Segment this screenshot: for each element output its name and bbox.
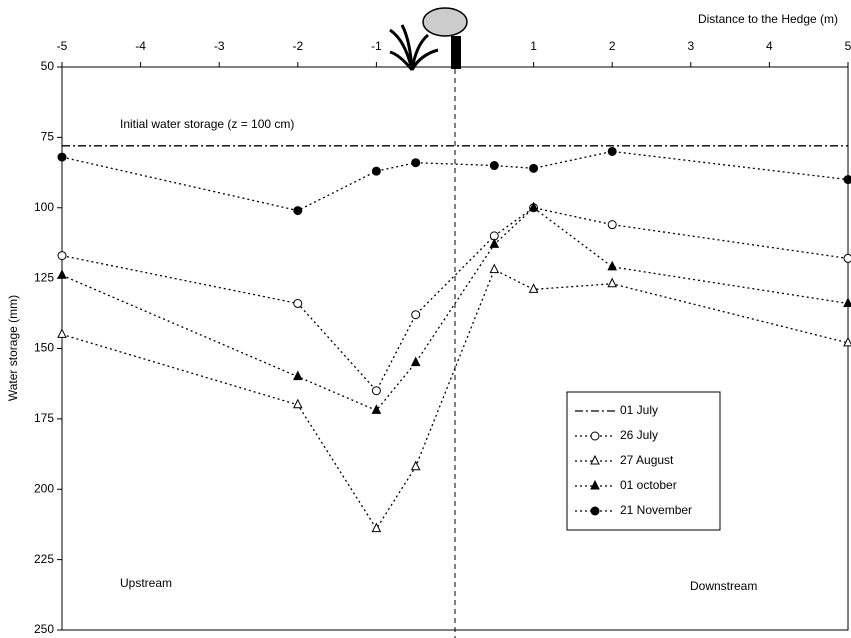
y-tick-label: 125 [34, 270, 54, 284]
page: Distance to the Hedge (m) Water storage … [0, 0, 851, 638]
marker [412, 311, 420, 319]
x-tick-label: -5 [57, 39, 68, 53]
legend-label: 01 July [620, 403, 658, 417]
x-tick-label: 2 [609, 39, 616, 53]
x-tick-label: -4 [135, 39, 146, 53]
series-line [62, 270, 848, 529]
legend-label: 26 July [620, 428, 658, 442]
marker [412, 462, 420, 470]
x-tick-label: 0 [452, 39, 459, 53]
x-tick-label: -2 [292, 39, 303, 53]
legend-label: 01 october [620, 478, 677, 492]
y-tick-label: 250 [34, 622, 54, 636]
marker [58, 153, 66, 161]
y-tick-label: 200 [34, 481, 54, 495]
x-axis-title: Distance to the Hedge (m) [698, 12, 838, 26]
annotation: Initial water storage (z = 100 cm) [120, 117, 294, 131]
legend-label: 21 November [620, 503, 692, 517]
marker [294, 400, 302, 408]
x-tick-label: -3 [214, 39, 225, 53]
marker [490, 162, 498, 170]
y-axis-title: Water storage (mm) [6, 295, 20, 401]
marker [530, 284, 538, 292]
x-tick-label: -1 [371, 39, 382, 53]
y-tick-label: 150 [34, 341, 54, 355]
marker [294, 299, 302, 307]
marker [844, 298, 851, 306]
x-tick-label: 1 [530, 39, 537, 53]
marker [294, 372, 302, 380]
marker [58, 270, 66, 278]
x-tick-label: 5 [845, 39, 851, 53]
x-tick-label: 4 [766, 39, 773, 53]
marker [372, 387, 380, 395]
legend-marker [591, 432, 599, 440]
marker [608, 262, 616, 270]
series-line [62, 208, 848, 411]
marker [844, 176, 851, 184]
legend-marker [591, 507, 599, 515]
marker [372, 524, 380, 532]
y-tick-label: 225 [34, 552, 54, 566]
marker [58, 252, 66, 260]
legend-label: 27 August [620, 453, 674, 467]
x-tick-label: 3 [687, 39, 694, 53]
annotation: Upstream [120, 576, 172, 590]
marker [412, 358, 420, 366]
marker [372, 167, 380, 175]
marker [412, 159, 420, 167]
marker [490, 239, 498, 247]
chart: Distance to the Hedge (m) Water storage … [0, 0, 851, 638]
marker [530, 164, 538, 172]
annotation: Downstream [690, 579, 757, 593]
marker [58, 329, 66, 337]
marker [844, 254, 851, 262]
marker [608, 221, 616, 229]
marker [608, 147, 616, 155]
y-tick-label: 50 [41, 59, 55, 73]
y-tick-label: 75 [41, 130, 55, 144]
y-tick-label: 175 [34, 411, 54, 425]
marker [294, 207, 302, 215]
marker [490, 265, 498, 273]
y-tick-label: 100 [34, 200, 54, 214]
marker [608, 279, 616, 287]
